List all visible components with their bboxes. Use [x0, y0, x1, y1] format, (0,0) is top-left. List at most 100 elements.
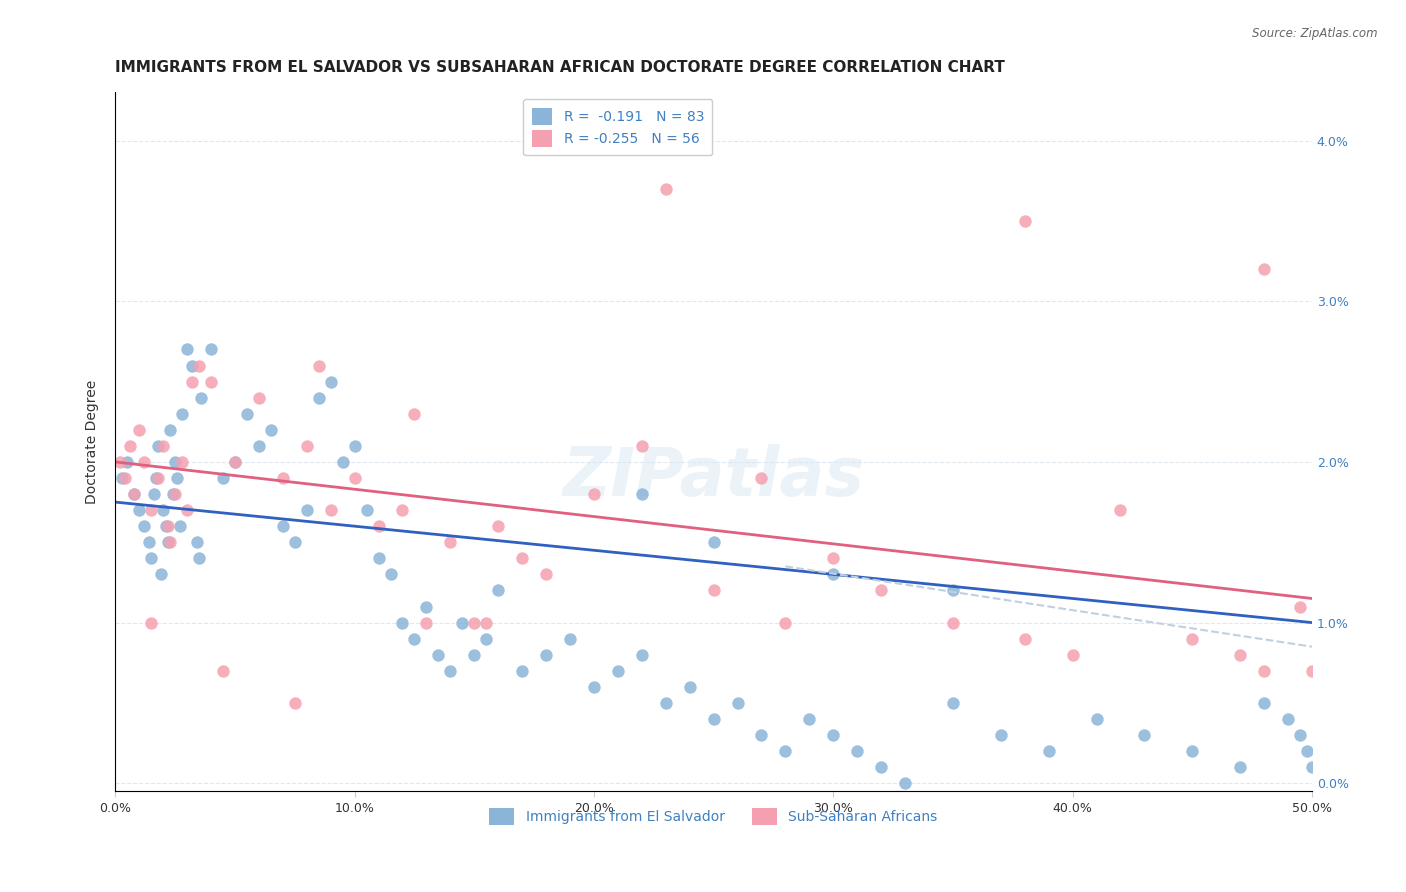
Point: [404, 632, 426, 646]
Point: [224, 455, 246, 469]
Point: [1085, 712, 1108, 726]
Point: [1229, 648, 1251, 662]
Point: [475, 632, 498, 646]
Point: [679, 680, 702, 694]
Point: [894, 776, 917, 790]
Point: [141, 615, 163, 630]
Point: [655, 182, 678, 196]
Point: [124, 487, 146, 501]
Point: [1181, 632, 1204, 646]
Point: [186, 535, 208, 549]
Point: [486, 583, 509, 598]
Point: [159, 423, 181, 437]
Point: [655, 696, 678, 710]
Point: [1038, 744, 1060, 758]
Point: [751, 728, 773, 742]
Point: [165, 487, 187, 501]
Point: [439, 535, 461, 549]
Point: [415, 615, 437, 630]
Point: [284, 696, 307, 710]
Point: [1289, 599, 1312, 614]
Point: [367, 519, 389, 533]
Point: [846, 744, 869, 758]
Point: [823, 551, 845, 566]
Point: [224, 455, 246, 469]
Point: [630, 648, 652, 662]
Point: [1289, 728, 1312, 742]
Point: [141, 551, 163, 566]
Point: [1062, 648, 1084, 662]
Point: [159, 535, 181, 549]
Point: [439, 664, 461, 678]
Text: IMMIGRANTS FROM EL SALVADOR VS SUBSAHARAN AFRICAN DOCTORATE DEGREE CORRELATION C: IMMIGRANTS FROM EL SALVADOR VS SUBSAHARA…: [115, 60, 1005, 75]
Point: [391, 615, 413, 630]
Point: [451, 615, 474, 630]
Point: [212, 471, 235, 485]
Point: [108, 455, 131, 469]
Point: [1109, 503, 1132, 517]
Point: [356, 503, 378, 517]
Text: ZIPatlas: ZIPatlas: [562, 444, 865, 510]
Point: [114, 471, 136, 485]
Point: [156, 535, 179, 549]
Point: [1253, 262, 1275, 277]
Point: [162, 487, 184, 501]
Point: [534, 648, 557, 662]
Point: [343, 471, 366, 485]
Point: [415, 599, 437, 614]
Point: [148, 439, 170, 453]
Point: [404, 407, 426, 421]
Point: [630, 487, 652, 501]
Point: [124, 487, 146, 501]
Point: [751, 471, 773, 485]
Point: [271, 471, 294, 485]
Point: [190, 391, 212, 405]
Point: [141, 503, 163, 517]
Point: [475, 615, 498, 630]
Point: [152, 439, 174, 453]
Point: [132, 519, 155, 533]
Point: [172, 407, 194, 421]
Point: [1014, 214, 1036, 228]
Point: [1277, 712, 1299, 726]
Point: [823, 567, 845, 582]
Point: [332, 455, 354, 469]
Point: [128, 503, 150, 517]
Point: [870, 760, 893, 774]
Point: [128, 423, 150, 437]
Point: [180, 359, 202, 373]
Point: [308, 391, 330, 405]
Point: [308, 359, 330, 373]
Point: [510, 551, 533, 566]
Point: [176, 503, 198, 517]
Point: [166, 471, 188, 485]
Point: [558, 632, 581, 646]
Y-axis label: Doctorate Degree: Doctorate Degree: [86, 380, 100, 504]
Point: [703, 583, 725, 598]
Legend: Immigrants from El Salvador, Sub-Saharan Africans: Immigrants from El Salvador, Sub-Saharan…: [481, 799, 946, 833]
Point: [295, 503, 318, 517]
Point: [799, 712, 821, 726]
Point: [463, 648, 485, 662]
Point: [247, 439, 270, 453]
Point: [149, 567, 172, 582]
Point: [319, 503, 342, 517]
Point: [247, 391, 270, 405]
Point: [391, 503, 413, 517]
Point: [169, 519, 191, 533]
Point: [703, 712, 725, 726]
Point: [582, 680, 605, 694]
Point: [111, 471, 134, 485]
Point: [200, 375, 222, 389]
Point: [367, 551, 389, 566]
Point: [427, 648, 450, 662]
Point: [145, 471, 167, 485]
Point: [1133, 728, 1156, 742]
Point: [942, 583, 965, 598]
Text: Source: ZipAtlas.com: Source: ZipAtlas.com: [1253, 27, 1378, 40]
Point: [1014, 632, 1036, 646]
Point: [534, 567, 557, 582]
Point: [142, 487, 165, 501]
Point: [200, 343, 222, 357]
Point: [727, 696, 749, 710]
